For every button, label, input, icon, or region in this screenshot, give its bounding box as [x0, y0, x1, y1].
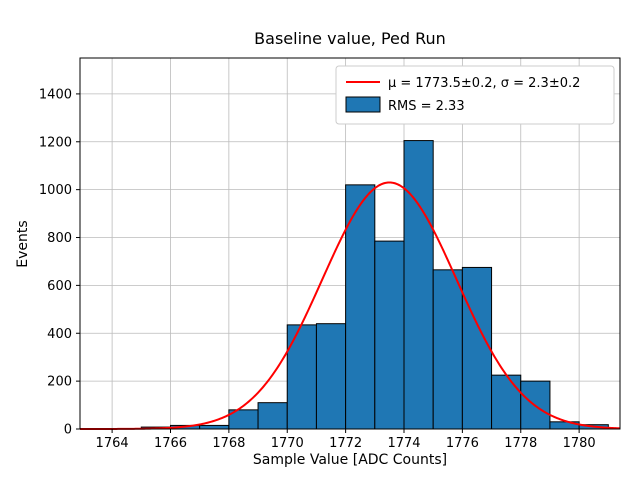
y-tick-label: 200 — [47, 375, 72, 390]
histogram-bar — [404, 141, 433, 429]
histogram-bar — [258, 403, 287, 429]
histogram-bar — [462, 267, 491, 429]
y-tick-label: 1000 — [39, 183, 72, 198]
legend-entry-fit-label: μ = 1773.5±0.2, σ = 2.3±0.2 — [388, 76, 580, 91]
x-tick-label: 1774 — [387, 436, 420, 451]
legend: μ = 1773.5±0.2, σ = 2.3±0.2 RMS = 2.33 — [336, 66, 614, 124]
x-tick-label: 1766 — [154, 436, 187, 451]
y-tick-label: 600 — [47, 279, 72, 294]
y-tick-label: 1400 — [39, 87, 72, 102]
y-axis-ticks: 0 200 400 600 800 1000 1200 1400 — [39, 87, 80, 437]
x-tick-label: 1778 — [504, 436, 537, 451]
histogram-bar — [375, 241, 404, 429]
x-tick-label: 1768 — [212, 436, 245, 451]
histogram-bar — [200, 425, 229, 429]
x-tick-label: 1764 — [96, 436, 129, 451]
chart-title: Baseline value, Ped Run — [254, 29, 446, 48]
legend-entry-rms-label: RMS = 2.33 — [388, 99, 465, 114]
histogram-bar — [433, 270, 462, 429]
x-tick-label: 1780 — [563, 436, 596, 451]
histogram-bar — [492, 375, 521, 429]
x-tick-label: 1772 — [329, 436, 362, 451]
x-tick-label: 1770 — [271, 436, 304, 451]
y-tick-label: 1200 — [39, 135, 72, 150]
y-axis-label: Events — [15, 220, 31, 267]
legend-rms-patch-sample — [346, 97, 380, 112]
legend-box — [336, 66, 614, 124]
x-tick-label: 1776 — [446, 436, 479, 451]
y-tick-label: 400 — [47, 327, 72, 342]
histogram-bar — [287, 325, 316, 429]
y-tick-label: 800 — [47, 231, 72, 246]
histogram-bar — [316, 324, 345, 429]
x-axis-label: Sample Value [ADC Counts] — [253, 452, 447, 468]
x-axis-ticks: 1764 1766 1768 1770 1772 1774 1776 1778 1780 — [96, 429, 596, 451]
y-tick-label: 0 — [64, 423, 72, 438]
